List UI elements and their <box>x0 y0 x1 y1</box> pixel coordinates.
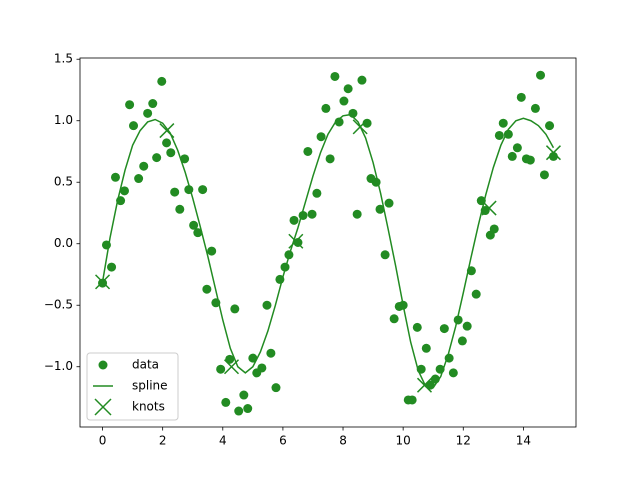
data-point <box>125 100 135 110</box>
data-point <box>525 155 535 165</box>
data-point <box>489 224 499 234</box>
data-point <box>180 154 190 164</box>
data-point <box>384 198 394 208</box>
data-point <box>225 354 235 364</box>
data-point <box>193 228 203 238</box>
knot-marker <box>288 233 304 249</box>
data-point <box>330 71 340 81</box>
data-point <box>262 300 272 310</box>
spline-line <box>101 113 555 389</box>
data-point <box>516 92 526 102</box>
data-point <box>207 246 217 256</box>
data-point <box>339 96 349 106</box>
y-tick-label: −0.5 <box>44 298 73 312</box>
data-point <box>139 161 149 171</box>
x-tick-label: 0 <box>99 434 107 448</box>
data-point <box>166 148 176 158</box>
data-point <box>407 395 417 405</box>
data-point <box>325 154 335 164</box>
x-tick-label: 2 <box>159 434 167 448</box>
data-point <box>221 397 231 407</box>
data-point <box>545 121 555 131</box>
data-point <box>234 406 244 416</box>
data-point <box>216 364 226 374</box>
data-point <box>303 146 313 156</box>
data-point <box>202 284 212 294</box>
data-point <box>439 324 449 334</box>
x-tick-label: 14 <box>516 434 531 448</box>
data-point <box>362 118 372 128</box>
data-point <box>148 99 158 109</box>
data-point <box>110 172 120 182</box>
data-point <box>352 209 362 219</box>
data-point <box>119 186 129 196</box>
data-point <box>421 343 431 353</box>
data-point <box>134 174 144 184</box>
data-point <box>471 289 481 299</box>
legend-label: data <box>132 358 159 372</box>
data-point <box>257 363 267 373</box>
data-point <box>507 151 517 161</box>
legend-label: knots <box>132 400 165 414</box>
data-point <box>198 185 208 195</box>
x-tick-label: 12 <box>456 434 471 448</box>
x-tick-label: 10 <box>396 434 411 448</box>
data-point <box>289 215 299 225</box>
data-point <box>175 204 185 214</box>
data-point <box>239 390 249 400</box>
legend-marker <box>94 398 112 416</box>
data-point <box>307 209 317 219</box>
data-point <box>494 130 504 140</box>
data-point <box>503 129 513 139</box>
data-point <box>536 70 546 80</box>
data-point <box>389 314 399 324</box>
data-point <box>143 108 153 118</box>
axes-frame <box>79 57 577 428</box>
data-point <box>334 117 344 127</box>
legend-box <box>86 352 179 421</box>
knot-marker <box>95 274 111 290</box>
data-point <box>462 321 472 331</box>
data-point <box>271 383 281 393</box>
data-point <box>316 132 326 142</box>
y-tick-label: 0.0 <box>54 236 73 250</box>
data-point <box>266 348 276 358</box>
knot-marker <box>545 145 561 161</box>
data-point <box>243 404 253 414</box>
data-point <box>412 322 422 332</box>
data-point <box>189 220 199 230</box>
x-tick-label: 6 <box>279 434 287 448</box>
legend-marker <box>98 360 108 370</box>
data-point <box>380 250 390 260</box>
y-tick-label: −1.0 <box>44 359 73 373</box>
data-point <box>512 143 522 153</box>
data-point <box>321 103 331 113</box>
y-tick-label: 1.5 <box>54 52 73 66</box>
data-point <box>539 170 549 180</box>
knot-marker <box>481 200 497 216</box>
data-point <box>170 187 180 197</box>
data-point <box>230 304 240 314</box>
legend-label: spline <box>132 379 168 393</box>
data-point <box>162 138 172 148</box>
data-point <box>107 262 117 272</box>
y-tick-label: 1.0 <box>54 113 73 127</box>
x-tick-label: 8 <box>339 434 347 448</box>
data-point <box>98 278 108 288</box>
data-point <box>152 153 162 163</box>
x-tick-label: 4 <box>219 434 227 448</box>
data-point <box>312 188 322 198</box>
data-point <box>157 76 167 86</box>
data-point <box>530 103 540 113</box>
data-point <box>457 336 467 346</box>
data-point <box>448 368 458 378</box>
data-point <box>498 118 508 128</box>
data-point <box>248 353 258 363</box>
data-point <box>129 121 139 131</box>
data-point <box>343 84 353 94</box>
y-tick-label: 0.5 <box>54 175 73 189</box>
data-point <box>357 75 367 85</box>
data-point <box>375 204 385 214</box>
